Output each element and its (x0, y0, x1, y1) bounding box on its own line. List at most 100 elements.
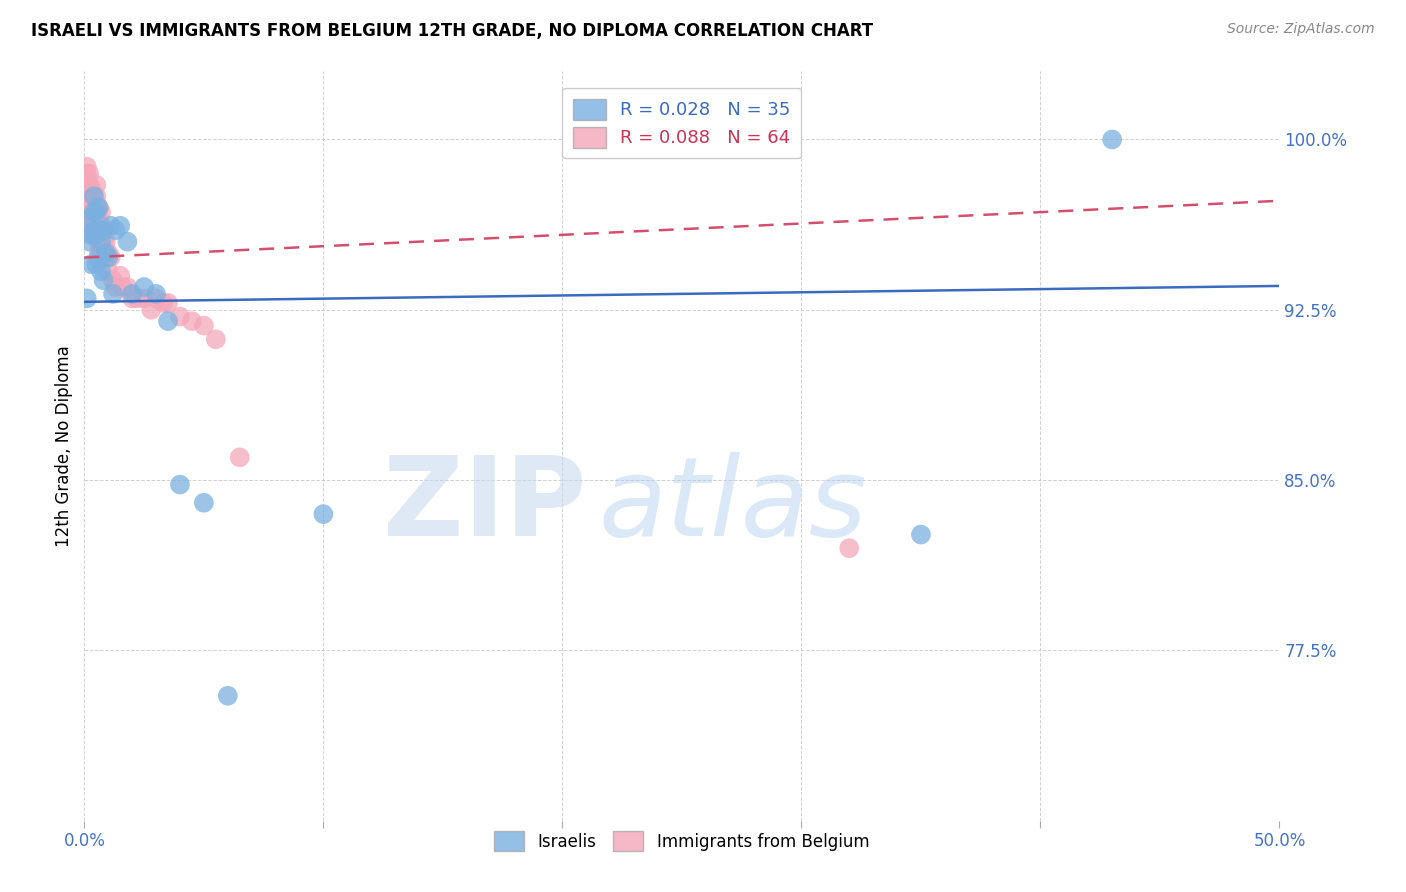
Point (90, 205, 112, 219)
Point (117, 280, 139, 294)
Point (76, 205, 98, 219)
Point (76, 189, 98, 203)
Point (83, 189, 105, 203)
Point (157, 314, 180, 328)
Point (93, 223, 115, 237)
Point (90, 235, 112, 249)
Point (93, 251, 115, 265)
Point (94, 235, 117, 249)
Point (90, 264, 112, 278)
Point (83, 201, 105, 215)
Point (87, 223, 110, 237)
Point (97, 251, 120, 265)
Point (121, 286, 143, 301)
Point (93, 235, 115, 249)
Point (111, 280, 134, 294)
Point (86, 227, 108, 242)
Point (229, 450, 252, 465)
Point (838, 541, 860, 556)
Point (104, 223, 127, 237)
Point (77, 201, 100, 215)
Point (157, 296, 180, 310)
Point (76, 292, 98, 306)
Point (80, 201, 103, 215)
Point (76, 160, 98, 174)
Point (86, 178, 108, 192)
Point (97, 246, 120, 260)
Point (87, 235, 110, 249)
Point (86, 205, 108, 219)
Point (1101, 132, 1123, 146)
Point (132, 280, 156, 294)
Text: ZIP: ZIP (382, 452, 586, 559)
Point (77, 178, 100, 192)
Point (83, 211, 105, 226)
Point (80, 223, 103, 237)
Point (87, 246, 110, 260)
Text: ISRAELI VS IMMIGRANTS FROM BELGIUM 12TH GRADE, NO DIPLOMA CORRELATION CHART: ISRAELI VS IMMIGRANTS FROM BELGIUM 12TH … (31, 22, 873, 40)
Legend: Israelis, Immigrants from Belgium: Israelis, Immigrants from Belgium (488, 825, 876, 857)
Point (94, 246, 117, 260)
Point (77, 211, 100, 226)
Point (83, 227, 105, 242)
Point (93, 223, 115, 237)
Point (83, 205, 105, 219)
Text: atlas: atlas (599, 452, 868, 559)
Point (101, 286, 124, 301)
Point (80, 257, 103, 271)
Point (77, 235, 100, 249)
Point (193, 318, 215, 333)
Point (87, 251, 110, 265)
Point (83, 189, 105, 203)
Point (205, 332, 228, 346)
Point (90, 242, 112, 256)
Point (76, 223, 98, 237)
Point (86, 205, 108, 219)
Point (169, 477, 191, 491)
Point (87, 211, 110, 226)
Y-axis label: 12th Grade, No Diploma: 12th Grade, No Diploma (55, 345, 73, 547)
Point (76, 196, 98, 211)
Point (141, 302, 163, 317)
Point (76, 182, 98, 196)
Point (77, 211, 100, 226)
Point (80, 182, 103, 196)
Point (193, 496, 215, 510)
Point (86, 219, 108, 233)
Point (76, 173, 98, 187)
Point (86, 189, 108, 203)
Point (87, 201, 110, 215)
Point (83, 223, 105, 237)
Point (90, 219, 112, 233)
Point (100, 251, 122, 265)
Point (90, 227, 112, 242)
Text: Source: ZipAtlas.com: Source: ZipAtlas.com (1227, 22, 1375, 37)
Point (132, 292, 156, 306)
Point (125, 292, 148, 306)
Point (110, 268, 132, 283)
Point (80, 227, 103, 242)
Point (86, 257, 108, 271)
Point (101, 273, 124, 287)
Point (121, 292, 143, 306)
Point (80, 189, 103, 203)
Point (87, 223, 110, 237)
Point (86, 227, 108, 242)
Point (910, 527, 932, 541)
Point (152, 296, 174, 310)
Point (76, 167, 98, 181)
Point (145, 292, 167, 306)
Point (145, 286, 167, 301)
Point (117, 235, 139, 249)
Point (169, 310, 191, 324)
Point (86, 196, 108, 211)
Point (100, 219, 122, 233)
Point (77, 189, 100, 203)
Point (80, 211, 103, 226)
Point (217, 689, 239, 703)
Point (76, 211, 98, 226)
Point (97, 264, 120, 278)
Point (94, 251, 117, 265)
Point (312, 507, 335, 521)
Point (93, 273, 115, 287)
